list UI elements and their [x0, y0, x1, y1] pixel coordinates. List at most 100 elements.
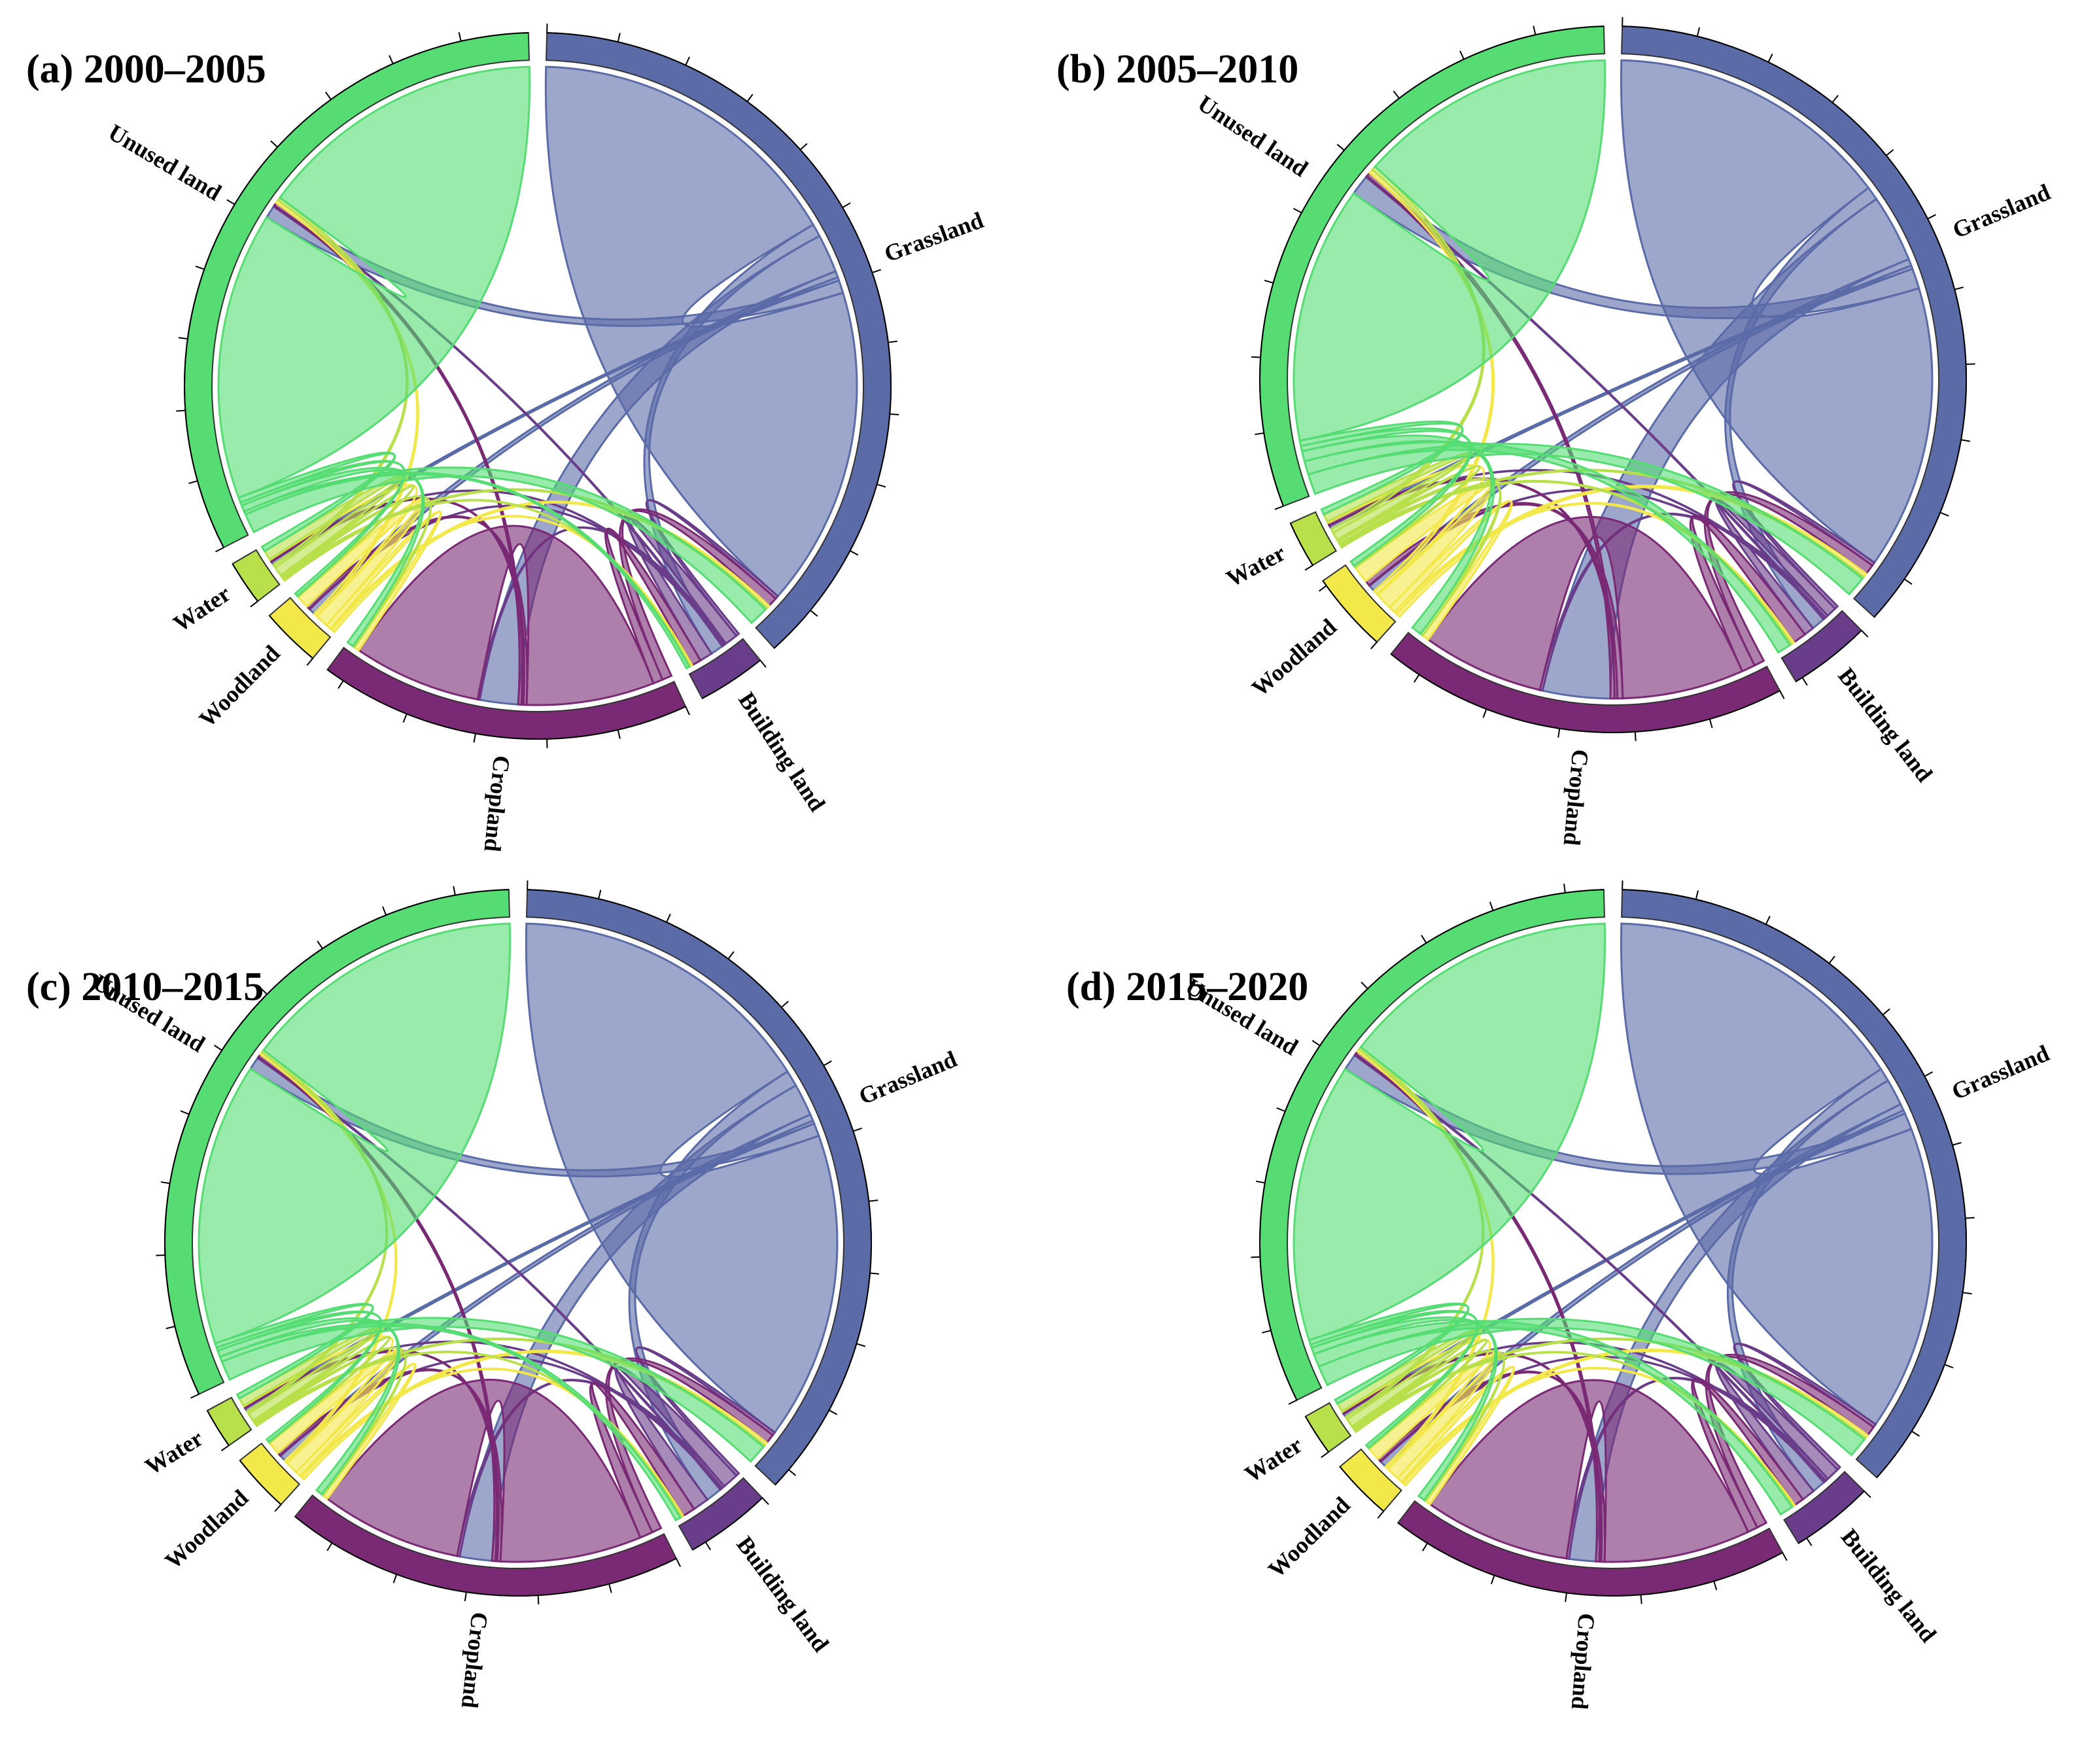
tick-mark: [1924, 1071, 1934, 1077]
tick-mark: [160, 1181, 170, 1185]
chord: [294, 1362, 417, 1500]
sector-label: Grassland: [881, 207, 987, 267]
tick-mark: [1490, 1575, 1495, 1585]
chord: [1733, 1342, 1877, 1471]
tick-mark: [195, 266, 205, 270]
chord: [1300, 434, 1495, 636]
tick-mark: [1393, 90, 1400, 99]
axis-arc: [692, 1497, 763, 1551]
tick-mark: [274, 1504, 282, 1512]
chord: [1350, 1339, 1488, 1451]
chord: [1351, 1349, 1505, 1503]
chord: [1388, 500, 1513, 641]
tick-mark: [869, 1272, 880, 1275]
axis-arc: [294, 1516, 677, 1597]
tick-mark: [617, 729, 621, 739]
tick-mark: [1255, 432, 1264, 436]
axis-arc: [326, 669, 686, 740]
tick-mark: [317, 941, 323, 949]
tick-mark: [382, 906, 387, 916]
panel-title: (d) 2015–2020: [1066, 965, 1308, 1009]
chord: [589, 1381, 696, 1539]
axis-arc: [207, 1410, 230, 1446]
tick-mark: [759, 659, 767, 668]
axis-arc: [239, 1460, 282, 1506]
chord: [279, 485, 415, 598]
sector-label: Water: [1240, 1432, 1307, 1488]
chord: [1691, 1377, 1805, 1534]
axis-arc: [1259, 889, 1604, 1401]
tick-mark: [458, 32, 462, 42]
tick-mark: [338, 680, 344, 689]
tick-mark: [324, 92, 332, 100]
chord: [252, 1346, 407, 1497]
tick-mark: [1533, 26, 1537, 35]
axis-arc: [269, 615, 313, 659]
tick-mark: [704, 1542, 711, 1551]
chord: [1352, 1351, 1795, 1509]
tick-mark: [1911, 1430, 1920, 1437]
tick-mark: [392, 1574, 398, 1583]
tick-mark: [799, 143, 808, 150]
tick-mark: [1695, 890, 1699, 900]
tick-mark: [1634, 731, 1637, 741]
tick-mark: [1801, 677, 1808, 686]
sector-label: Cropland: [1567, 1612, 1600, 1710]
tick-mark: [1965, 1217, 1975, 1219]
axis-arc: [232, 563, 258, 602]
axis-arc: [702, 659, 761, 699]
tick-mark: [1361, 981, 1368, 990]
tick-mark: [1903, 578, 1913, 585]
tick-mark: [1779, 690, 1785, 699]
chord: [1303, 441, 1792, 654]
tick-mark: [828, 1409, 838, 1415]
axis-arc: [1304, 1416, 1329, 1453]
chord: [251, 1336, 391, 1445]
tick-mark: [1563, 883, 1566, 893]
sector-label: Cropland: [479, 754, 515, 853]
tick-mark: [215, 547, 224, 553]
chord: [1309, 1309, 1479, 1449]
sector-label: Woodland: [1247, 614, 1342, 702]
tick-mark: [788, 1469, 797, 1476]
tick-mark: [727, 951, 735, 960]
tick-mark: [165, 1325, 175, 1330]
tick-mark: [1304, 564, 1313, 571]
tick-mark: [1251, 1256, 1260, 1258]
axis-arc: [1622, 889, 1967, 1478]
tick-mark: [1767, 53, 1773, 63]
chord: [218, 1322, 682, 1522]
tick-mark: [685, 56, 690, 66]
tick-mark: [326, 1542, 333, 1551]
tick-mark: [188, 480, 198, 485]
tick-mark: [869, 1200, 878, 1202]
tick-mark: [402, 714, 408, 723]
tick-mark: [1336, 143, 1345, 151]
tick-mark: [1954, 286, 1964, 290]
tick-mark: [1952, 1141, 1962, 1146]
chord: [253, 1350, 683, 1519]
axis-arc: [1339, 1466, 1384, 1512]
tick-mark: [608, 1583, 612, 1593]
chord: [1565, 1377, 1830, 1561]
tick-mark: [226, 199, 235, 205]
tick-mark: [1962, 1292, 1972, 1295]
sector-label: Water: [1222, 540, 1290, 592]
tick-mark: [1960, 439, 1971, 442]
tick-mark: [180, 1110, 190, 1115]
tick-mark: [270, 140, 278, 148]
tick-mark: [1640, 1595, 1642, 1604]
axis-arc: [1322, 580, 1378, 643]
tick-mark: [1864, 1491, 1871, 1498]
tick-mark: [890, 413, 899, 416]
tick-mark: [676, 1558, 682, 1567]
sector-label: Grassland: [1949, 179, 2054, 243]
sector-label: Woodland: [194, 640, 285, 733]
chord: [240, 466, 425, 648]
chord: [604, 527, 703, 685]
tick-mark: [1288, 1399, 1298, 1405]
tick-mark: [888, 340, 897, 343]
tick-mark: [1321, 1451, 1329, 1459]
panel-title: (b) 2005–2010: [1056, 47, 1298, 92]
